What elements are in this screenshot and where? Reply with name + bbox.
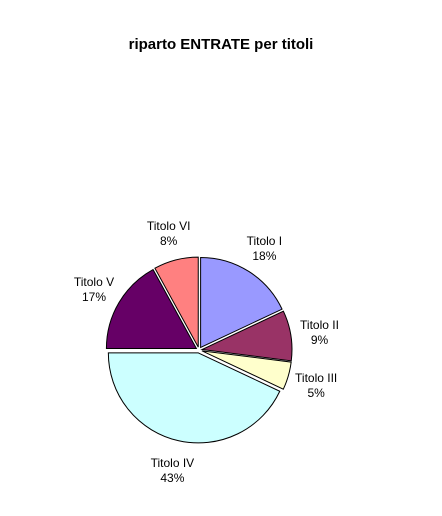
slice-percent-label: 9% — [311, 333, 329, 347]
slice-percent-label: 18% — [252, 249, 276, 263]
pie-slice-titolo-vi — [154, 256, 199, 348]
slice-label: Titolo V — [74, 275, 114, 289]
slice-label: Titolo IV — [151, 456, 195, 470]
slice-percent-label: 5% — [307, 386, 325, 400]
pie-slice-titolo-ii — [200, 310, 293, 362]
pie-slice-titolo-i — [200, 256, 283, 349]
slice-label: Titolo II — [300, 318, 339, 332]
slice-label: Titolo I — [247, 234, 283, 248]
slice-percent-label: 8% — [160, 234, 178, 248]
pie-slice-titolo-iv — [107, 352, 281, 444]
pie-slices — [105, 256, 293, 444]
slice-label: Titolo VI — [147, 219, 191, 233]
slice-percent-label: 43% — [160, 471, 184, 485]
pie-slice-titolo-v — [105, 268, 198, 349]
chart-title: riparto ENTRATE per titoli — [128, 36, 314, 53]
slice-label: Titolo III — [295, 371, 337, 385]
slice-percent-label: 17% — [82, 290, 106, 304]
pie-slice-titolo-iii — [201, 350, 292, 390]
